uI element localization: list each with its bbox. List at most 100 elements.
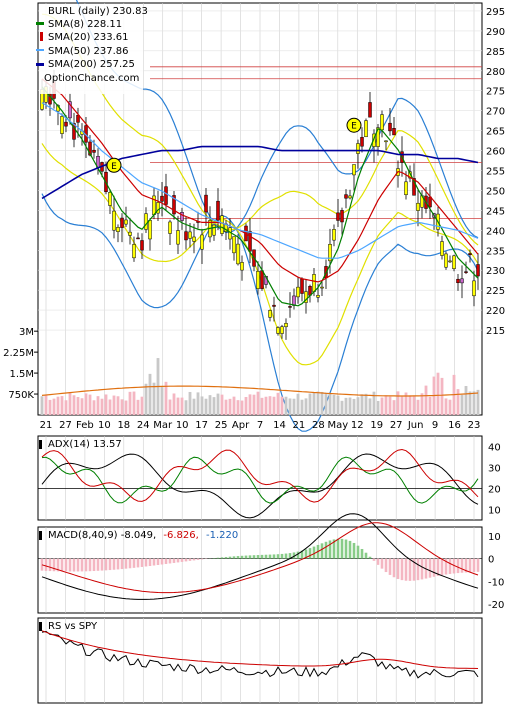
candle-body xyxy=(368,102,372,118)
x-tick-label: 25 xyxy=(215,420,228,431)
macd-histogram-bar xyxy=(252,555,256,559)
price-tick-label: 255 xyxy=(486,167,505,178)
macd-histogram-bar xyxy=(268,554,272,559)
volume-bar xyxy=(384,395,388,415)
candle-body xyxy=(68,101,72,119)
x-tick-label: 19 xyxy=(370,420,383,431)
macd-histogram-bar xyxy=(296,551,300,559)
macd-histogram-bar xyxy=(116,558,120,570)
price-tick-label: 215 xyxy=(486,326,505,337)
x-axis-labels: 21 27 Feb 10 18 24 Mar 10 17 25 Apr 7 14 21 28 May 12 19 2… xyxy=(40,420,481,431)
adx-tick-label: 40 xyxy=(488,443,501,454)
macd-label-prefix: MACD(8,40,9) -8.049, xyxy=(48,530,156,541)
x-tick-label: 24 xyxy=(137,420,150,431)
candle-body xyxy=(220,215,224,234)
macd-histogram-bar xyxy=(404,558,408,581)
volume-bar xyxy=(160,386,164,415)
macd-histogram-bar xyxy=(436,558,440,576)
macd-histogram-bar xyxy=(460,558,464,573)
price-tick-label: 245 xyxy=(486,206,505,217)
candle-body xyxy=(240,262,244,271)
macd-histogram-bar xyxy=(448,558,452,574)
volume-bar xyxy=(272,396,276,415)
volume-bar xyxy=(476,389,480,415)
macd-histogram-bar xyxy=(292,552,296,559)
price-tick-label: 220 xyxy=(486,306,505,317)
x-tick-label: 10 xyxy=(98,420,111,431)
x-tick-label: 14 xyxy=(273,420,286,431)
volume-bar xyxy=(444,398,448,415)
legend-sma20: SMA(20) 233.61 xyxy=(48,32,129,43)
adx-label-marker xyxy=(39,440,42,449)
legend-title: BURL (daily) 230.83 xyxy=(48,6,148,17)
candle-body xyxy=(260,270,264,289)
volume-bar xyxy=(144,383,148,415)
volume-bar xyxy=(76,397,80,415)
macd-histogram-bar xyxy=(72,558,76,572)
candle-body xyxy=(212,224,216,236)
candle-body xyxy=(440,241,444,256)
candle-body xyxy=(464,271,468,273)
candle-body xyxy=(184,231,188,241)
candle-body xyxy=(312,274,316,292)
volume-bar xyxy=(72,395,76,415)
macd-histogram-bar xyxy=(108,558,112,571)
macd-tick-label: 10 xyxy=(488,532,501,543)
macd-histogram-bar xyxy=(392,558,396,578)
candle-body xyxy=(136,237,140,240)
macd-histogram-bar xyxy=(84,558,88,572)
volume-bar xyxy=(152,382,156,415)
volume-bar xyxy=(288,398,292,415)
macd-histogram-bar xyxy=(156,558,160,565)
volume-bar xyxy=(336,395,340,415)
sma8-swatch xyxy=(36,22,44,25)
macd-histogram-bar xyxy=(368,556,372,559)
legend-sma200: SMA(200) 257.25 xyxy=(48,59,135,70)
candle-body xyxy=(112,210,116,231)
macd-histogram-bar xyxy=(140,558,144,567)
candle-body xyxy=(256,271,260,289)
volume-bar xyxy=(408,395,412,415)
macd-histogram-bar xyxy=(68,558,72,572)
macd-histogram-bar xyxy=(40,558,44,571)
macd-histogram-bar xyxy=(440,558,444,576)
candle-body xyxy=(332,229,336,241)
price-tick-label: 275 xyxy=(486,87,505,98)
candle-body xyxy=(388,122,392,132)
price-tick-label: 280 xyxy=(486,67,505,78)
volume-bar xyxy=(68,392,72,415)
macd-histogram-bar xyxy=(412,558,416,581)
candle-body xyxy=(180,212,184,221)
candle-body xyxy=(340,210,344,223)
price-tick-label: 295 xyxy=(486,7,505,18)
macd-histogram-bar xyxy=(352,542,356,559)
volume-bar xyxy=(276,392,280,415)
adx-lines xyxy=(38,448,482,519)
volume-bar xyxy=(328,393,332,415)
volume-bar xyxy=(164,381,168,415)
volume-bar xyxy=(124,400,128,415)
macd-histogram-bar xyxy=(464,558,468,573)
macd-histogram-bar xyxy=(96,558,100,571)
candle-body xyxy=(412,178,416,196)
volume-bar xyxy=(104,394,108,415)
macd-histogram-bar xyxy=(160,558,164,565)
volume-bar xyxy=(216,393,220,415)
macd-histogram-bar xyxy=(128,558,132,569)
macd-histogram-bar xyxy=(104,558,108,571)
volume-bar xyxy=(52,398,56,415)
candle-body xyxy=(292,295,296,306)
candle-body xyxy=(364,120,368,138)
candle-body xyxy=(216,200,220,221)
candle-body xyxy=(408,171,412,179)
volume-bar xyxy=(268,396,272,415)
macd-histogram-bar xyxy=(176,558,180,563)
candle-body xyxy=(448,260,452,263)
macd-histogram-bar xyxy=(304,549,308,559)
candle-body xyxy=(288,306,292,308)
legend-site: OptionChance.com xyxy=(44,73,139,84)
candle-body xyxy=(476,264,480,277)
macd-line xyxy=(41,513,479,600)
candle-body xyxy=(124,219,128,225)
volume-bar xyxy=(88,394,92,415)
